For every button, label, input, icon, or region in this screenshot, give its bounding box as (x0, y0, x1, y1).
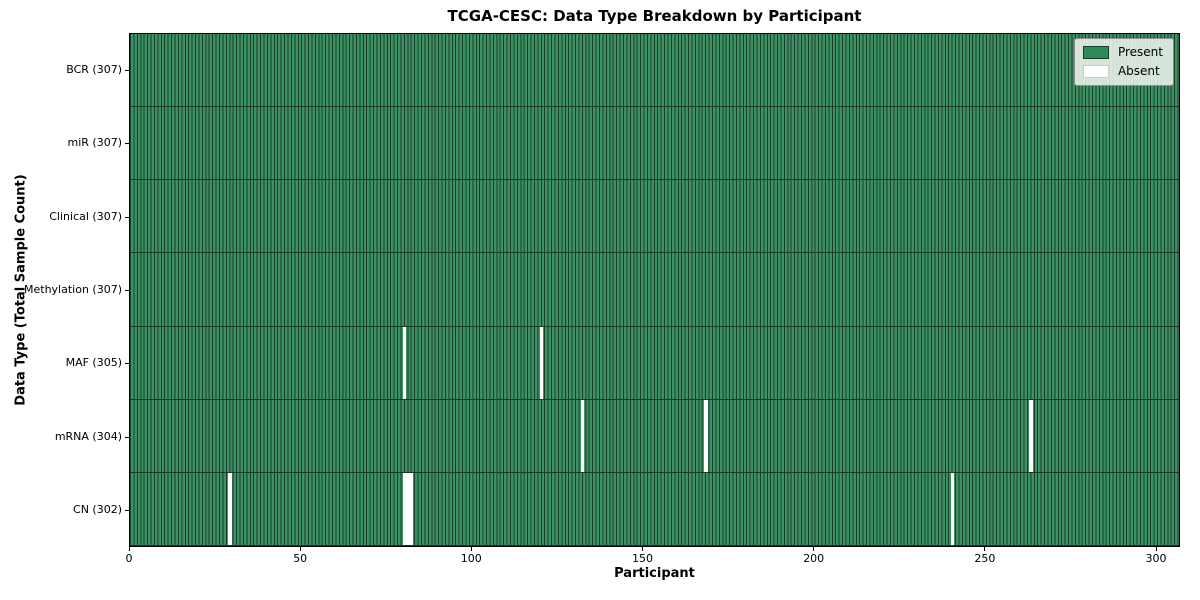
legend-swatch-present (1082, 46, 1109, 59)
absent-bar (580, 399, 585, 472)
legend: Present Absent (1073, 38, 1174, 86)
absent-bar (409, 472, 414, 545)
x-axis-label: Participant (614, 566, 695, 581)
y-tick-mark (125, 216, 129, 218)
x-tick-label-250: 250 (974, 552, 996, 565)
absent-bar (406, 472, 410, 545)
y-tick-label-miR: miR (307) (67, 136, 123, 150)
heatmap-row-CN (130, 472, 1179, 546)
heatmap-row-miR (130, 107, 1179, 181)
heatmap-row-mRNA (130, 399, 1179, 473)
y-tick-mark (125, 143, 129, 145)
x-tick-mark (984, 547, 986, 551)
x-tick-label-300: 300 (1145, 552, 1167, 565)
absent-bar (950, 472, 955, 545)
legend-label-present: Present (1117, 45, 1163, 59)
x-tick-mark (1155, 547, 1157, 551)
absent-bar (402, 472, 407, 545)
absent-bar (1029, 399, 1033, 472)
x-tick-label-0: 0 (125, 552, 133, 565)
x-tick-mark (642, 547, 643, 551)
y-tick-label-MAF: MAF (305) (65, 356, 122, 370)
absent-bar (704, 399, 708, 472)
y-tick-mark (125, 69, 129, 71)
y-tick-mark (125, 510, 129, 512)
y-tick-label-Methylation: Methylation (307) (24, 283, 122, 296)
chart-title: TCGA-CESC: Data Type Breakdown by Partic… (447, 7, 862, 25)
legend-label-absent: Absent (1117, 64, 1160, 78)
y-tick-mark (125, 363, 129, 365)
absent-bar (539, 326, 544, 399)
y-tick-label-Clinical: Clinical (307) (49, 209, 122, 223)
x-tick-mark (128, 547, 130, 551)
x-tick-mark (813, 547, 815, 551)
x-tick-label-100: 100 (460, 552, 482, 565)
x-tick-label-150: 150 (632, 552, 653, 565)
y-tick-mark (125, 290, 129, 291)
x-tick-label-50: 50 (293, 552, 308, 565)
y-tick-label-CN: CN (302) (73, 503, 122, 517)
y-tick-label-BCR: BCR (307) (66, 62, 122, 76)
heatmap-row-Methylation (130, 253, 1179, 327)
x-tick-mark (299, 547, 301, 551)
absent-bar (228, 472, 232, 545)
y-tick-label-mRNA: mRNA (304) (54, 429, 122, 443)
legend-item-present: Present (1082, 45, 1163, 59)
y-tick-mark (125, 436, 129, 438)
heatmap-row-BCR (130, 34, 1179, 108)
legend-item-absent: Absent (1082, 64, 1163, 78)
heatmap-row-MAF (130, 326, 1179, 400)
absent-bar (402, 326, 407, 399)
heatmap-row-Clinical (130, 180, 1179, 254)
legend-swatch-absent (1082, 65, 1109, 78)
x-tick-mark (470, 547, 472, 551)
x-tick-label-200: 200 (803, 552, 825, 565)
plot-area: Present Absent (129, 33, 1180, 547)
